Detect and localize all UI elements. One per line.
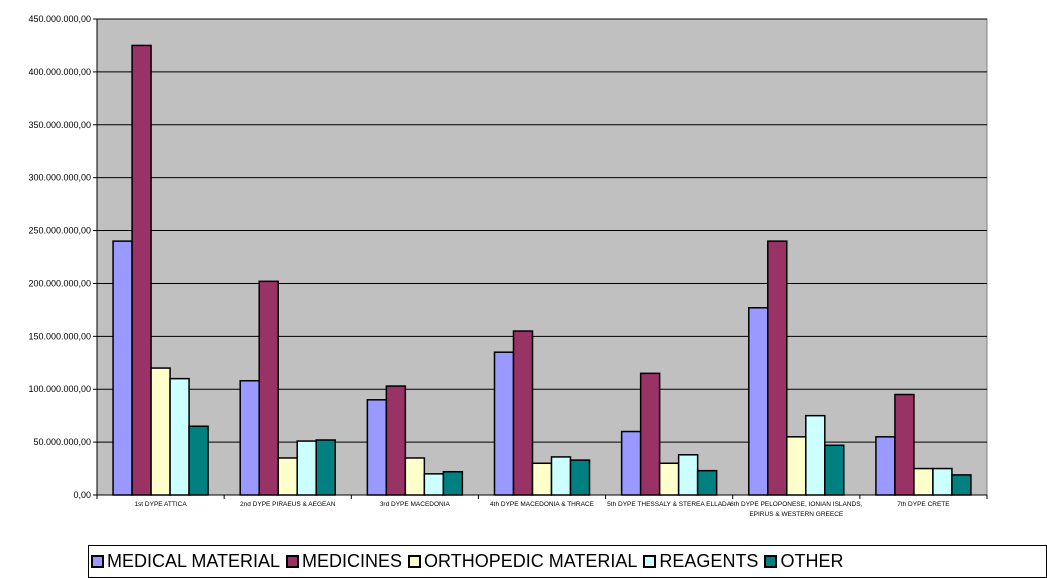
bar — [169, 377, 190, 496]
legend-label: MEDICAL MATERIAL — [107, 551, 281, 571]
bar — [493, 351, 515, 496]
bar — [932, 467, 953, 496]
bar — [442, 470, 464, 496]
y-tick-label: 100.000.000,00 — [28, 384, 91, 394]
x-tick-label: 2nd DYPE PIRAEUS & AEGEAN — [240, 501, 336, 508]
bar — [620, 430, 642, 496]
legend-swatch — [286, 555, 300, 568]
x-tick-label: 7th DYPE CRETE — [897, 501, 950, 508]
y-tick-label: 400.000.000,00 — [28, 67, 91, 77]
legend-item: OTHER — [764, 551, 843, 572]
legend-item: MEDICAL MATERIAL — [91, 551, 280, 572]
bar — [315, 439, 336, 496]
y-tick-label: 300.000.000,00 — [28, 173, 91, 183]
y-tick-label: 0,00 — [73, 490, 91, 500]
bar — [951, 474, 972, 496]
bar — [677, 454, 699, 496]
bar-chart: 0,00 50.000.000,00 100.000.000,00 150.000.0… — [28, 14, 988, 518]
x-tick-label: 1st DYPE ATTICA — [134, 501, 187, 508]
legend-swatch — [408, 555, 422, 568]
bar — [805, 414, 826, 496]
legend-label: ORTHOPEDIC MATERIAL — [424, 551, 638, 571]
legend-item: ORTHOPEDIC MATERIAL — [408, 551, 637, 572]
bar — [404, 457, 426, 496]
bar — [767, 240, 788, 496]
bar — [786, 436, 807, 496]
y-tick-label: 450.000.000,00 — [28, 14, 91, 24]
x-tick-label: 4th DYPE MACEDONIA & THRACE — [490, 501, 595, 508]
bar — [748, 307, 769, 496]
legend-item: MEDICINES — [286, 551, 402, 572]
bar — [131, 44, 152, 496]
bar — [277, 457, 298, 496]
bar — [112, 240, 133, 496]
bar — [366, 399, 388, 496]
bar — [423, 473, 445, 496]
x-tick-label: 6th DYPE PELOPONESE, IONIAN ISLANDS, EPIR… — [730, 501, 862, 518]
y-tick-label: 250.000.000,00 — [28, 226, 91, 236]
y-tick-label: 350.000.000,00 — [28, 120, 91, 130]
plot-area — [96, 18, 988, 496]
bar — [894, 393, 915, 496]
legend-swatch — [643, 555, 657, 568]
bar — [296, 440, 317, 496]
y-tick-label: 200.000.000,00 — [28, 278, 91, 288]
bar — [512, 330, 534, 496]
y-tick-label: 50.000.000,00 — [33, 437, 91, 447]
bar — [569, 459, 591, 496]
bar — [258, 280, 279, 496]
legend-swatch — [91, 555, 104, 568]
bar — [531, 462, 553, 496]
legend: MEDICAL MATERIAL MEDICINES ORTHOPEDIC MATE… — [88, 545, 1047, 578]
legend-label: OTHER — [780, 551, 844, 571]
bar — [550, 456, 572, 496]
bar — [239, 380, 260, 496]
bar — [639, 372, 661, 496]
legend-label: MEDICINES — [302, 551, 403, 571]
x-tick-label: 5th DYPE THESSALY & STEREA ELLADA — [607, 501, 732, 508]
bar — [385, 385, 407, 496]
legend-label: REAGENTS — [659, 551, 759, 571]
bar — [913, 467, 934, 496]
bar — [188, 425, 209, 496]
legend-swatch — [764, 555, 778, 568]
x-tick-label: 3rd DYPE MACEDONIA — [380, 501, 451, 508]
bar — [150, 367, 171, 496]
bar — [658, 462, 680, 496]
bar — [875, 436, 896, 496]
y-tick-label: 150.000.000,00 — [28, 331, 91, 341]
bar — [824, 444, 845, 496]
bar — [696, 469, 718, 496]
legend-item: REAGENTS — [643, 551, 758, 572]
